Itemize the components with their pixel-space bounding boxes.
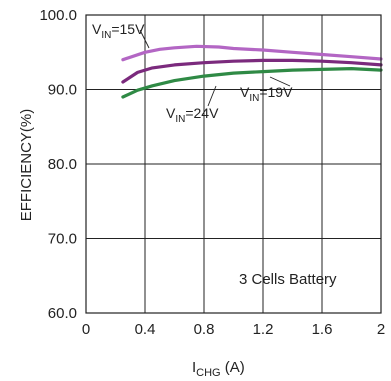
x-tick-label: 0: [82, 321, 90, 338]
series-line-19v: [121, 58, 383, 84]
annotation-pointer-19v: [269, 76, 291, 87]
series-label-vin-19v: VIN=19V: [240, 84, 293, 104]
x-tick-label: 1.6: [312, 321, 333, 338]
series-line-15v: [121, 44, 383, 62]
series-label-vin-24v: VIN=24V: [166, 105, 219, 125]
series-label-vin-15v: VIN=15V: [92, 21, 145, 41]
x-tick-label: 0.4: [135, 321, 156, 338]
y-tick-label: 70.0: [48, 231, 77, 248]
plot-frame: [85, 14, 382, 314]
y-axis-label: EFFICIENCY(%): [18, 109, 35, 222]
x-axis-label: ICHG (A): [192, 359, 245, 379]
battery-config-label: 3 Cells Battery: [239, 271, 337, 288]
annotation-pointer-24v: [207, 85, 217, 107]
series-line-24v: [121, 66, 383, 99]
series-lines: [121, 44, 383, 99]
grid: [86, 15, 381, 313]
y-tick-labels: 60.0 70.0 80.0 90.0 100.0: [39, 7, 77, 322]
x-tick-label: 0.8: [194, 321, 215, 338]
y-tick-label: 90.0: [48, 82, 77, 99]
x-tick-label: 2: [377, 321, 385, 338]
y-tick-label: 100.0: [39, 7, 77, 24]
annotation-pointer-15v: [139, 29, 150, 49]
x-tick-labels: 0 0.4 0.8 1.2 1.6 2: [82, 321, 385, 338]
y-tick-label: 80.0: [48, 156, 77, 173]
y-tick-label: 60.0: [48, 305, 77, 322]
x-tick-label: 1.2: [253, 321, 274, 338]
